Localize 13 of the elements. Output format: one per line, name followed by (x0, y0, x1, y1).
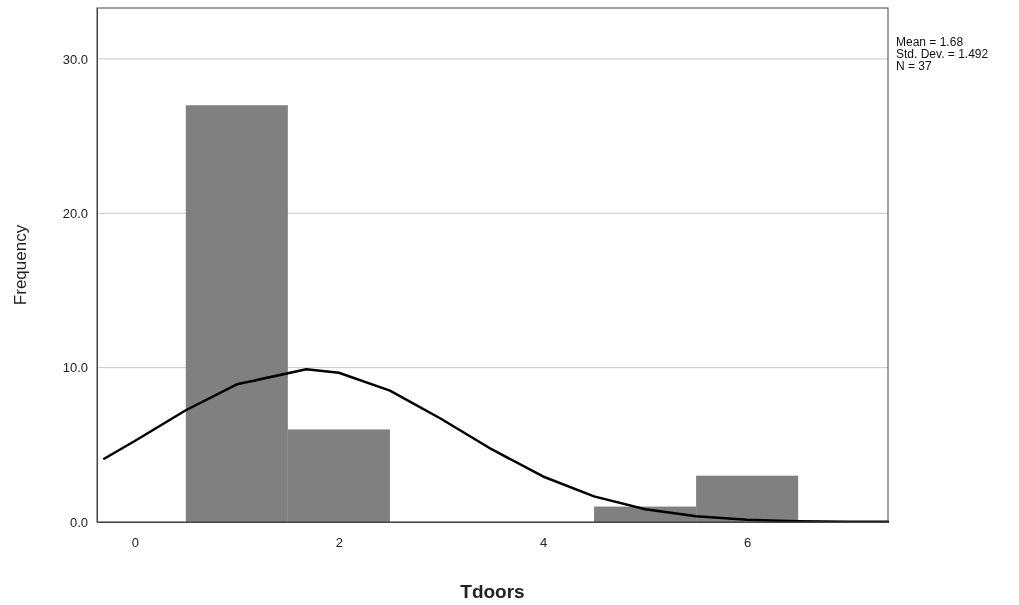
text: Mean = 1.68 (896, 35, 964, 49)
x-tick-label: 2 (335, 535, 344, 551)
y-tick-label: 20.0 (62, 205, 88, 221)
text: N = 37 (896, 59, 933, 73)
x-tick-label: 6 (744, 535, 752, 551)
y-axis-title: Frequency (11, 224, 30, 306)
text: Std. Dev. = 1.492 (896, 47, 989, 61)
x-axis-title: Tdoors (460, 581, 525, 602)
y-tick-label: 10.0 (62, 360, 88, 376)
x-tick-label: 4 (539, 535, 548, 551)
y-tick-label: 30.0 (62, 51, 88, 67)
x-tick-label: 0 (131, 535, 139, 551)
y-tick-label: 0.0 (69, 514, 88, 530)
